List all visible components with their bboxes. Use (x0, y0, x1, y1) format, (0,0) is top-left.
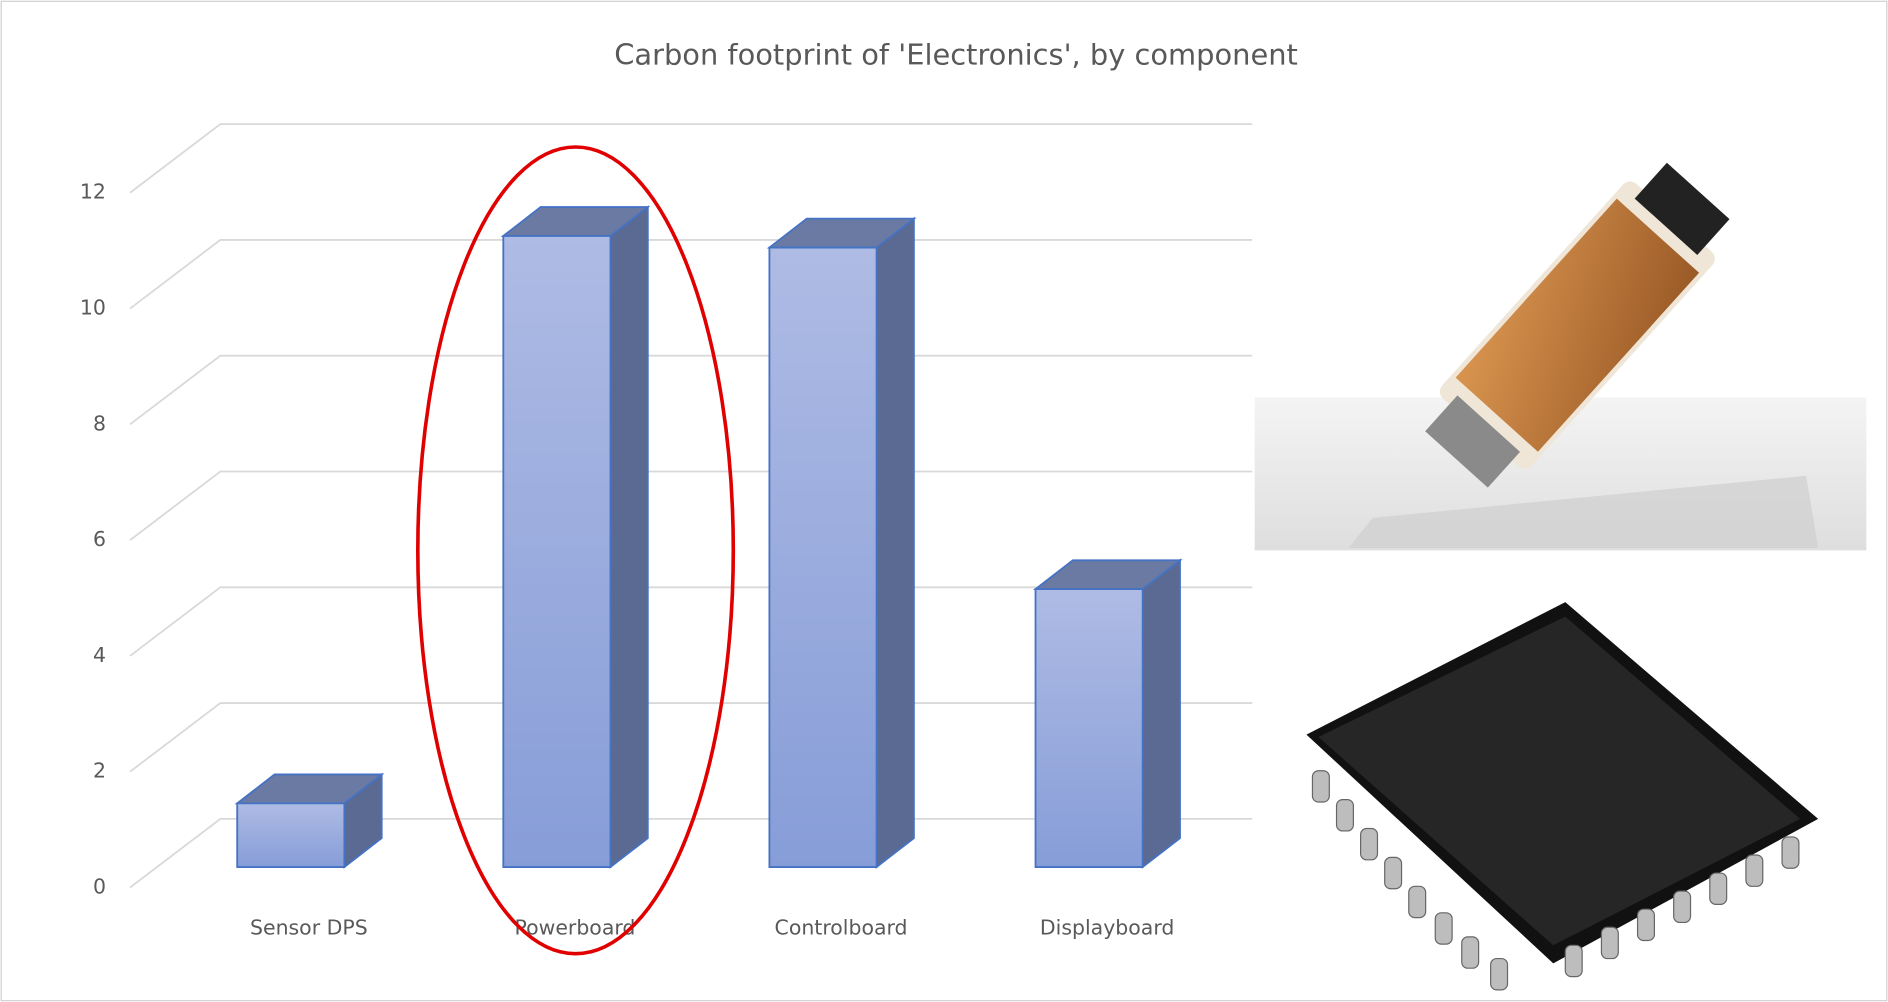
capacitor-photo (1425, 162, 1730, 488)
y-tick-label: 2 (93, 759, 106, 783)
bar (1032, 558, 1183, 869)
x-tick-label: Powerboard (514, 915, 635, 939)
grid-line (129, 123, 1253, 194)
bar-front (768, 246, 878, 868)
highlight-ellipse (416, 145, 736, 956)
bar-side (609, 205, 649, 869)
bar (500, 205, 651, 869)
bar (766, 216, 917, 869)
x-tick-label: Displayboard (1040, 915, 1174, 939)
y-tick-label: 12 (80, 180, 106, 204)
bar-side (1141, 558, 1181, 869)
chart-title: Carbon footprint of 'Electronics', by co… (614, 38, 1298, 72)
plot-area: 0 2 4 6 8 10 12 Sensor DPS Powerboard Controlboar… (80, 123, 1253, 939)
bar-side (875, 216, 915, 869)
x-tick-label: Controlboard (775, 915, 908, 939)
y-tick-label: 10 (80, 296, 106, 320)
y-tick-label: 4 (93, 643, 106, 667)
bar-front (1034, 588, 1144, 868)
photo-shadow (1348, 475, 1819, 548)
component-pictures (1254, 162, 1867, 991)
bar-front (502, 235, 612, 868)
y-tick-label: 8 (93, 411, 106, 435)
x-tick-label: Sensor DPS (250, 915, 368, 939)
y-tick-label: 6 (93, 527, 106, 551)
bar-front (236, 802, 346, 868)
bar (234, 772, 385, 869)
chip-photo (1306, 602, 1819, 991)
y-tick-label: 0 (93, 875, 106, 899)
